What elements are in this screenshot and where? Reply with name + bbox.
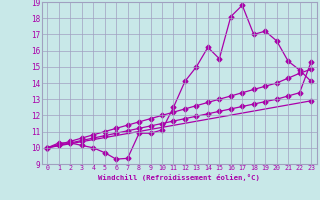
X-axis label: Windchill (Refroidissement éolien,°C): Windchill (Refroidissement éolien,°C) [98, 174, 260, 181]
